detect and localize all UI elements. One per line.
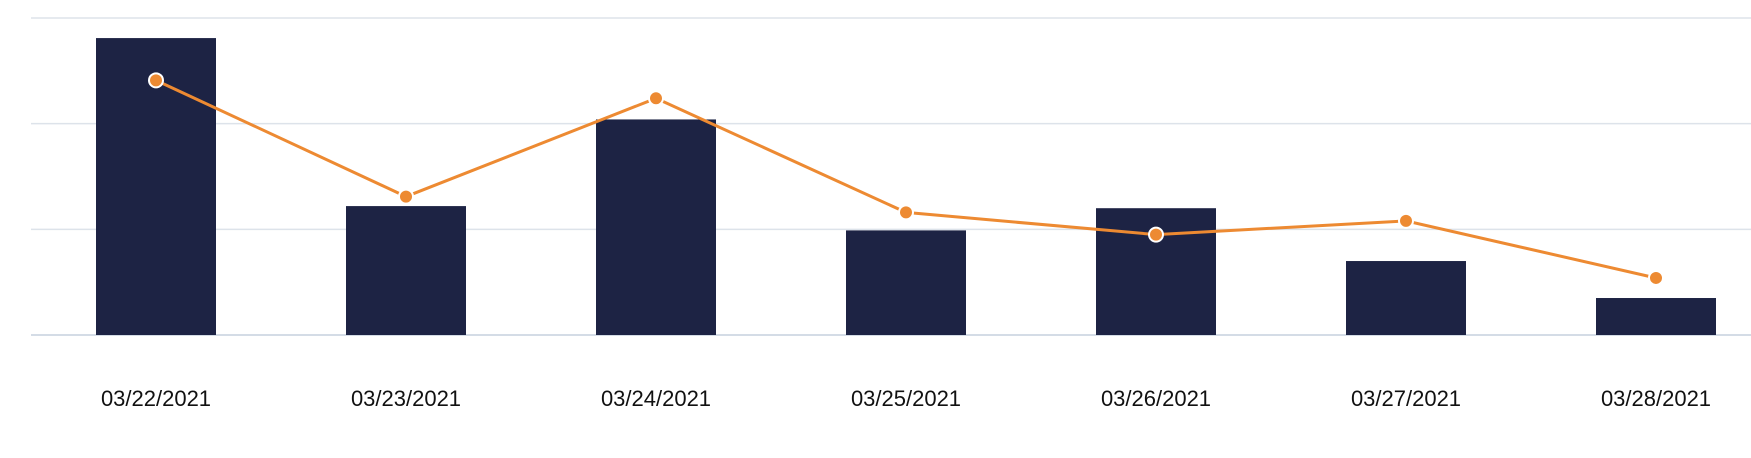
x-tick-label: 03/22/2021: [101, 386, 211, 411]
line-point: [648, 90, 664, 107]
x-tick-label: 03/23/2021: [351, 386, 461, 411]
line-point: [148, 72, 164, 89]
bar: [346, 206, 466, 335]
x-tick-label: 03/24/2021: [601, 386, 711, 411]
line-point: [1148, 226, 1164, 243]
line-point: [1648, 269, 1664, 286]
line-point: [898, 204, 914, 221]
x-tick-label: 03/28/2021: [1601, 386, 1711, 411]
x-tick-label: 03/25/2021: [851, 386, 961, 411]
bar: [596, 119, 716, 335]
x-tick-label: 03/26/2021: [1101, 386, 1211, 411]
bar: [1596, 298, 1716, 335]
line-point: [1398, 212, 1414, 229]
bar: [1346, 261, 1466, 335]
line-point: [398, 188, 414, 205]
bar: [846, 230, 966, 335]
x-tick-label: 03/27/2021: [1351, 386, 1461, 411]
